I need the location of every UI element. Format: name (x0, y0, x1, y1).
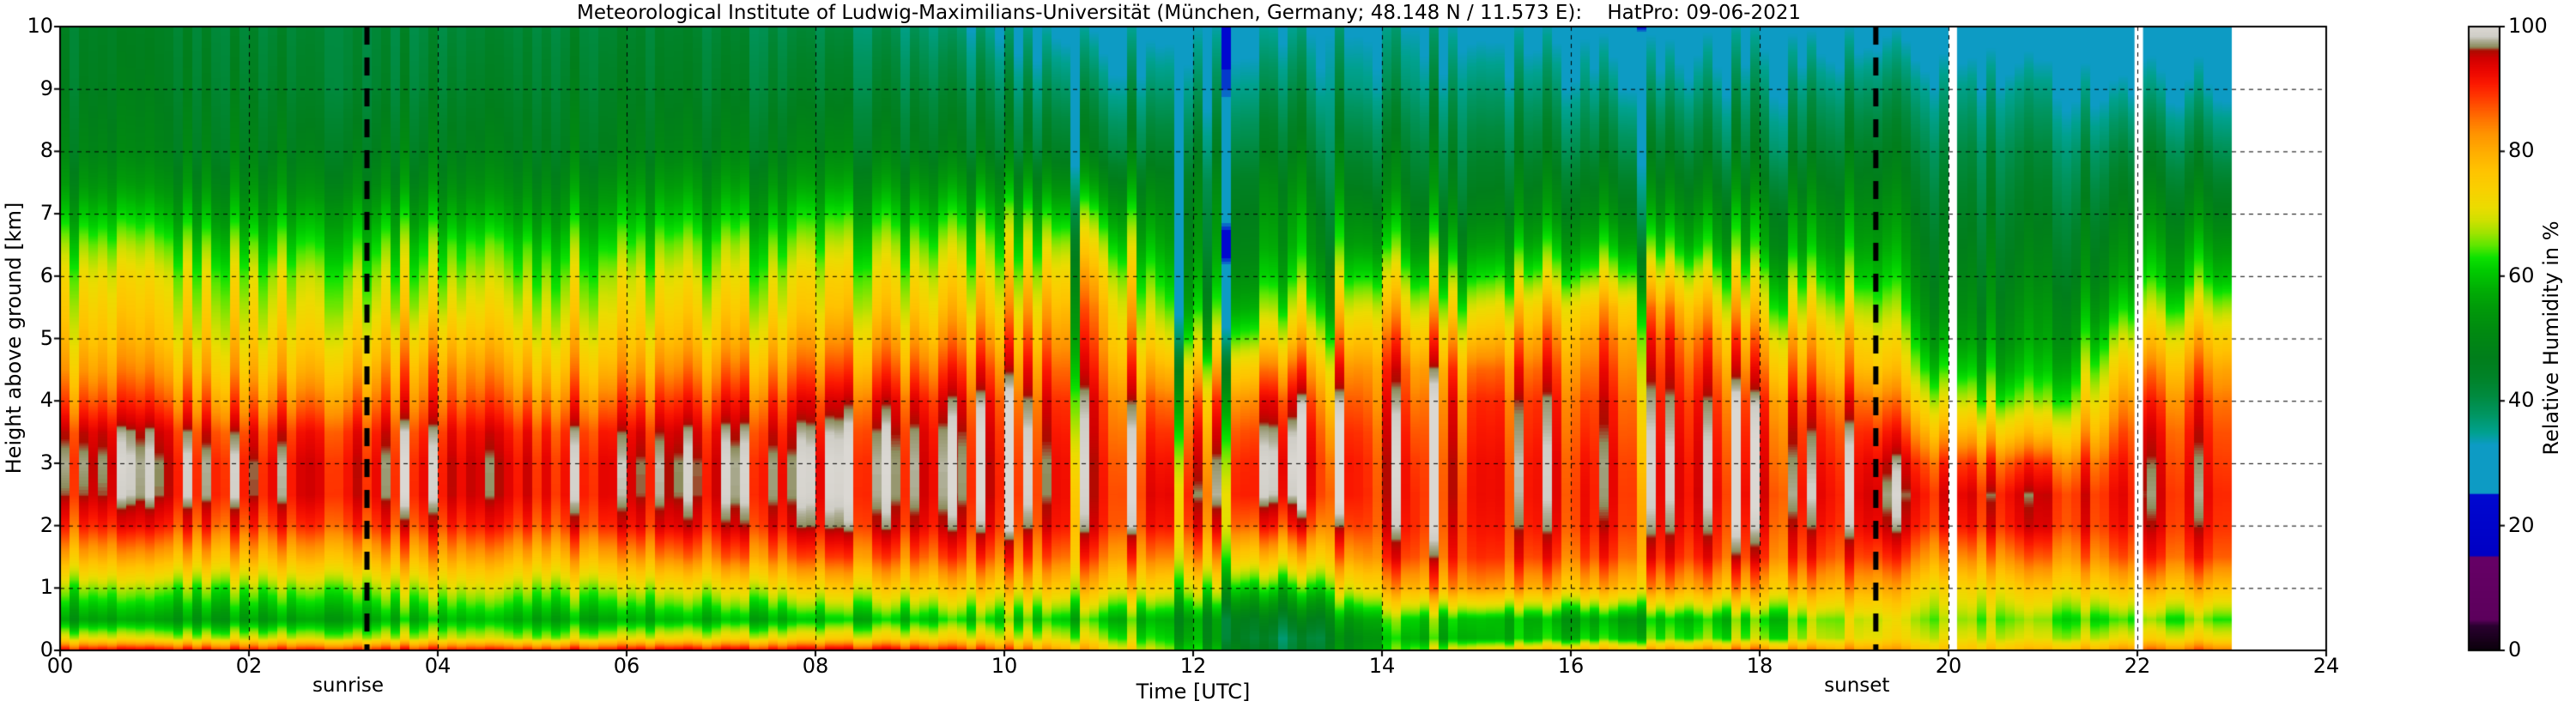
sunrise-annotation: sunrise (312, 674, 385, 697)
y-tick-2: 2 (39, 512, 53, 537)
colorbar-tick-80: 80 (2508, 138, 2535, 163)
colorbar-tick-100: 100 (2508, 14, 2548, 38)
y-tick-0: 0 (39, 638, 53, 662)
y-tick-8: 8 (39, 138, 53, 163)
x-tick-10: 10 (991, 654, 1018, 678)
y-tick-4: 4 (39, 388, 53, 413)
x-tick-24: 24 (2312, 654, 2340, 678)
x-tick-08: 08 (802, 654, 829, 678)
x-tick-04: 04 (424, 654, 452, 678)
y-axis-label: Height above ground [km] (2, 202, 26, 474)
y-tick-6: 6 (39, 263, 53, 287)
sunset-annotation: sunset (1824, 674, 1890, 697)
x-tick-02: 02 (235, 654, 263, 678)
x-tick-06: 06 (613, 654, 640, 678)
colorbar-label: Relative Humidity in % (2539, 221, 2563, 456)
y-tick-3: 3 (39, 450, 53, 474)
x-tick-16: 16 (1557, 654, 1585, 678)
x-tick-20: 20 (1935, 654, 1962, 678)
y-tick-9: 9 (39, 76, 53, 100)
y-tick-7: 7 (39, 201, 53, 226)
x-tick-14: 14 (1368, 654, 1396, 678)
x-tick-18: 18 (1746, 654, 1773, 678)
x-tick-22: 22 (2124, 654, 2151, 678)
x-axis-label: Time [UTC] (1136, 680, 1251, 704)
y-tick-10: 10 (27, 14, 53, 38)
colorbar-tick-0: 0 (2508, 638, 2522, 662)
y-tick-5: 5 (39, 325, 53, 350)
chart-title: Meteorological Institute of Ludwig-Maxim… (576, 2, 1802, 24)
colorbar-tick-20: 20 (2508, 512, 2535, 537)
y-tick-1: 1 (39, 575, 53, 600)
colorbar-tick-60: 60 (2508, 263, 2535, 287)
colorbar-tick-40: 40 (2508, 388, 2535, 413)
x-tick-12: 12 (1179, 654, 1207, 678)
x-tick-00: 00 (46, 654, 74, 678)
